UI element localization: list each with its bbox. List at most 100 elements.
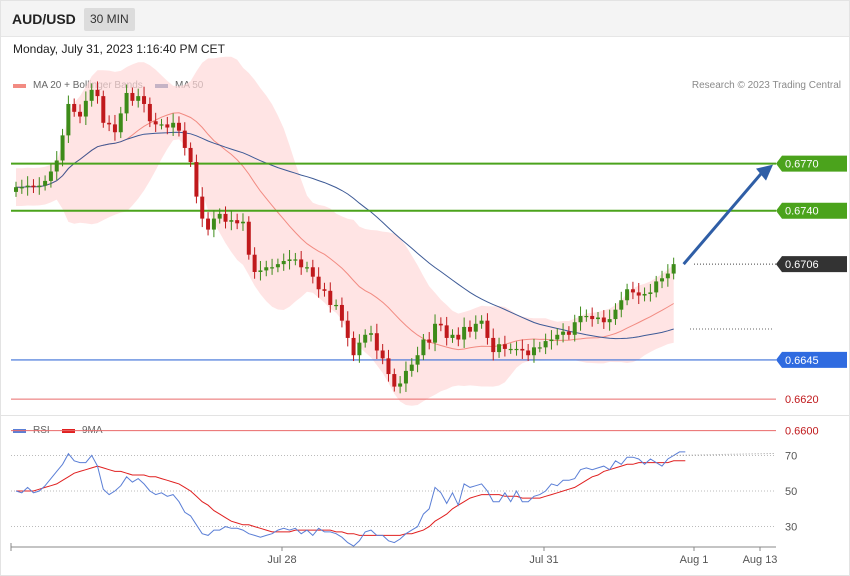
candle-body <box>357 342 362 356</box>
candle-body <box>543 341 548 348</box>
candle-body <box>345 320 350 338</box>
candle-body <box>72 103 77 112</box>
candle-body <box>176 122 181 131</box>
candle-body <box>182 130 187 148</box>
candle-body <box>351 337 356 356</box>
rsi-level-label: 50 <box>785 486 797 498</box>
candle-body <box>264 267 269 271</box>
x-tick-label: Aug 1 <box>680 554 709 566</box>
candle-body <box>124 92 129 114</box>
datetime-label: Monday, July 31, 2023 1:16:40 PM CET <box>13 42 225 56</box>
candle-body <box>200 196 205 219</box>
candle-body <box>229 220 234 222</box>
candle-body <box>497 344 502 353</box>
candle-body <box>188 147 193 163</box>
candle-body <box>590 315 595 320</box>
candle-body <box>636 292 641 296</box>
candle-body <box>625 289 630 301</box>
candle-body <box>613 309 618 320</box>
timeframe-badge[interactable]: 30 MIN <box>84 8 135 31</box>
candle-body <box>270 267 275 269</box>
candle-body <box>531 347 536 356</box>
candle-body <box>450 334 455 338</box>
candle-body <box>392 374 397 387</box>
level-label: 0.6620 <box>785 394 819 406</box>
candle-body <box>101 96 106 123</box>
candle-body <box>310 267 315 277</box>
candle-body <box>566 331 571 335</box>
candle-body <box>14 187 18 192</box>
candle-body <box>572 322 577 335</box>
candle-body <box>491 337 496 353</box>
candle-body <box>258 270 263 272</box>
level-label: 0.6740 <box>785 206 819 218</box>
x-tick-label: Aug 13 <box>743 554 778 566</box>
candle-body <box>147 103 152 122</box>
candle-body <box>246 221 251 255</box>
candle-body <box>287 259 292 261</box>
candle-body <box>89 89 94 101</box>
header-bar: AUD/USD 30 MIN <box>1 1 849 37</box>
candle-body <box>66 103 71 136</box>
candle-body <box>240 221 245 224</box>
level-tag <box>776 256 847 273</box>
candle-body <box>48 171 53 181</box>
bollinger-band-fill <box>16 56 674 406</box>
candle-body <box>194 162 199 197</box>
candle-body <box>136 96 141 101</box>
candle-body <box>107 122 112 125</box>
candle-body <box>607 319 612 323</box>
candle-body <box>25 185 30 188</box>
x-tick-label: Jul 31 <box>529 554 558 566</box>
candle-body <box>549 339 554 342</box>
credit-label: Research © 2023 Trading Central <box>691 80 841 91</box>
candle-body <box>363 334 368 343</box>
candle-body <box>235 220 240 224</box>
candle-body <box>415 355 420 365</box>
candle-body <box>130 92 135 101</box>
candle-body <box>648 292 653 294</box>
candle-body <box>444 325 449 338</box>
candle-body <box>514 348 519 351</box>
candle-body <box>555 334 560 340</box>
rsi-level-label: 30 <box>785 522 797 534</box>
rsi-level-label: 70 <box>785 450 797 462</box>
candle-body <box>54 160 59 172</box>
level-label: 0.6600 <box>785 426 819 438</box>
candle-body <box>153 121 158 125</box>
candle-body <box>386 358 391 375</box>
candle-body <box>473 323 478 332</box>
candle-body <box>339 304 344 321</box>
candle-body <box>281 260 286 265</box>
candle-body <box>299 259 304 268</box>
candle-body <box>305 267 309 269</box>
level-tag <box>776 155 847 172</box>
candle-body <box>456 334 461 340</box>
candle-body <box>380 350 385 359</box>
candle-body <box>83 100 88 117</box>
candle-body <box>520 348 525 351</box>
candle-body <box>665 273 670 279</box>
candle-body <box>433 323 438 343</box>
level-label: 0.6770 <box>785 159 819 171</box>
candle-body <box>438 323 443 326</box>
candle-body <box>654 281 659 293</box>
candle-body <box>671 264 676 274</box>
level-tag <box>776 202 847 219</box>
x-tick-label: Jul 28 <box>267 554 296 566</box>
candle-body <box>502 344 507 349</box>
panel-divider <box>1 415 849 416</box>
candle-body <box>275 264 280 268</box>
candle-body <box>223 213 228 222</box>
candle-body <box>165 124 170 128</box>
candle-body <box>334 304 339 307</box>
candle-body <box>421 339 426 356</box>
candle-body <box>403 370 408 384</box>
candle-body <box>479 320 484 324</box>
candle-body <box>19 187 24 189</box>
candles-group <box>14 81 676 394</box>
legend-ma20-swatch <box>13 83 26 88</box>
candle-body <box>526 350 531 356</box>
candle-body <box>142 96 147 104</box>
